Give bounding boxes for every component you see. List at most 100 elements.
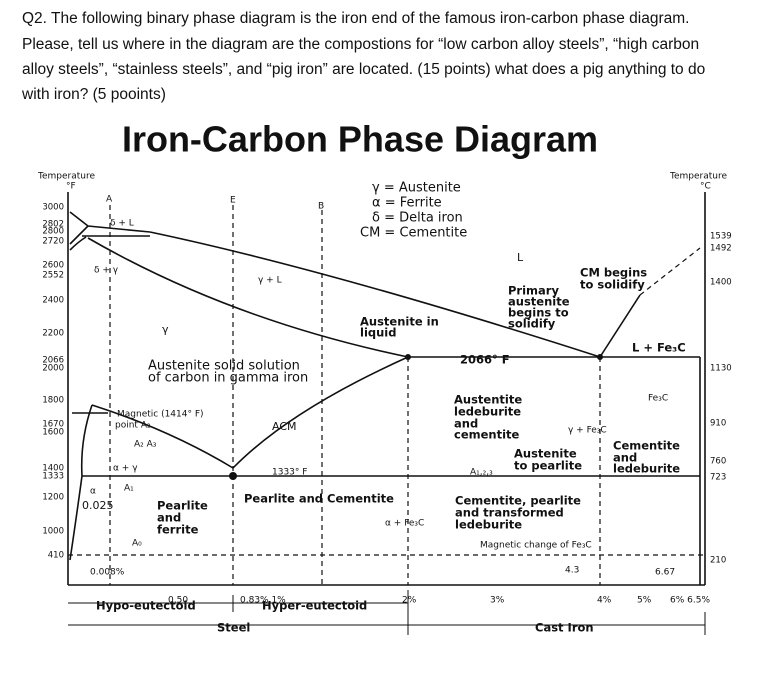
- diagram-label: 6.67: [655, 568, 675, 578]
- diagram-label: of carbon in gamma iron: [148, 371, 308, 386]
- question-line: alloy steels”, “stainless steels”, and “…: [22, 61, 706, 78]
- left-tick-label: 1800: [42, 396, 64, 406]
- diagram-label: and: [454, 417, 478, 431]
- eutectic-point: [597, 354, 603, 360]
- diagram-label: Magnetic (1414° F): [117, 410, 204, 420]
- diagram-label: A: [106, 195, 113, 205]
- right-tick-label: 910: [710, 419, 726, 429]
- diagram-label: γ: [162, 323, 169, 336]
- eutectoid-point: [229, 472, 237, 480]
- diagram-label: and: [613, 451, 637, 465]
- delta-boundary: [69, 225, 89, 245]
- left-tick-label: 2800: [42, 227, 64, 237]
- diagram-label: 0.83% 1%: [240, 596, 286, 606]
- left-tick-label: 1400: [42, 464, 64, 474]
- diagram-label: L: [517, 251, 524, 264]
- diagram-label: point A₂: [115, 421, 151, 431]
- diagram-label: ferrite: [157, 523, 199, 537]
- diagram-label: to pearlite: [514, 459, 582, 473]
- solidus: [87, 237, 409, 358]
- diagram-label: Pearlite: [157, 499, 208, 513]
- right-tick-label: 1492: [710, 244, 732, 254]
- left-tick-label: 2600: [42, 261, 64, 271]
- diagram-label: L + Fe₃C: [632, 341, 686, 355]
- right-tick-label: 723: [710, 473, 726, 483]
- diagram-label: A₂ A₃: [134, 440, 157, 450]
- diagram-label: Austenite: [514, 447, 577, 461]
- diagram-label: Steel: [217, 621, 250, 635]
- diagram-label: begins to: [508, 306, 569, 320]
- liquidus: [149, 231, 601, 358]
- left-tick-label: 3000: [42, 203, 64, 213]
- a3-line: [91, 404, 234, 469]
- diagram-label: ACM: [272, 420, 297, 433]
- diagram-label: 0.50: [168, 596, 188, 606]
- question-line: Q2. The following binary phase diagram i…: [22, 10, 690, 27]
- diagram-label: Temperature: [37, 172, 95, 182]
- question-line: with iron? (5 pooints): [22, 86, 166, 103]
- right-tick-label: 1400: [710, 278, 732, 288]
- diagram-label: and transformed: [455, 506, 564, 520]
- diagram-label: γ = Austenite: [372, 181, 461, 196]
- diagram-label: CM begins: [580, 266, 647, 280]
- right-tick-label: 760: [710, 457, 726, 467]
- left-tick-label: 1333: [42, 472, 64, 482]
- left-tick-label: 2066: [42, 356, 64, 366]
- ferrite-boundary: [69, 404, 93, 561]
- right-tick-label: 210: [710, 556, 726, 566]
- diagram-label: °F: [66, 182, 76, 192]
- diagram-label: A₁: [124, 484, 134, 494]
- diagram-label: to solidify: [580, 278, 645, 292]
- diagram-label: δ + γ: [94, 266, 119, 276]
- diagram-label: 0.008%: [90, 568, 125, 578]
- diagram-label: A₁,₂,₃: [470, 468, 493, 478]
- left-tick-label: 2000: [42, 364, 64, 374]
- diagram-label: 6% 6.5%: [670, 596, 710, 606]
- diagram-label: austenite: [508, 295, 570, 309]
- diagram-label: γ + Fe₃C: [568, 426, 607, 436]
- left-tick-label: 2552: [42, 271, 64, 281]
- diagram-label: Hypo-eutectoid: [96, 599, 196, 613]
- diagram-label: Cementite, pearlite: [455, 494, 581, 508]
- diagram-label: CM = Cementite: [360, 226, 467, 241]
- left-tick-label: 2200: [42, 329, 64, 339]
- diagram-label: 1333° F: [272, 468, 307, 478]
- diagram-label: δ + L: [110, 219, 134, 229]
- diagram-label: 4.3: [565, 566, 579, 576]
- diagram-label: 3%: [490, 596, 505, 606]
- diagram-label: Austenite in: [360, 315, 439, 329]
- left-tick-label: 2802: [42, 220, 64, 230]
- diagram-label: Fe₃C: [648, 394, 668, 404]
- diagram-label: Austentite: [454, 393, 522, 407]
- diagram-label: Cementite: [613, 439, 680, 453]
- diagram-label: Austenite solid solution: [148, 359, 300, 374]
- point: [405, 354, 411, 360]
- diagram-label: E: [230, 196, 236, 206]
- diagram-label: Hyper-eutectoid: [262, 599, 367, 613]
- diagram-label: 2%: [402, 596, 417, 606]
- diagram-label: α: [90, 487, 96, 497]
- diagram-label: 4%: [597, 596, 612, 606]
- diagram-label: and: [157, 511, 181, 525]
- diagram-label: cementite: [454, 428, 520, 442]
- liquidus-dashed: [639, 247, 701, 296]
- left-tick-label: 1600: [42, 428, 64, 438]
- diagram-label: Pearlite and Cementite: [244, 492, 394, 506]
- delta-boundary: [69, 236, 87, 251]
- question-line: Please, tell us where in the diagram are…: [22, 36, 700, 53]
- left-tick-label: 1000: [42, 527, 64, 537]
- diagram-label: Temperature: [669, 172, 727, 182]
- diagram-label: Cast Iron: [535, 621, 594, 635]
- left-tick-label: 2400: [42, 296, 64, 306]
- diagram-label: liquid: [360, 326, 396, 340]
- diagram-title: Iron-Carbon Phase Diagram: [122, 119, 598, 160]
- diagram-label: solidify: [508, 317, 556, 331]
- diagram-label: A₀: [132, 539, 142, 549]
- phase-diagram: Iron-Carbon Phase Diagram: [37, 119, 732, 635]
- left-tick-label: 1670: [42, 420, 64, 430]
- diagram-label: α + γ: [113, 464, 138, 474]
- diagram-label: B: [318, 202, 324, 212]
- diagram-label: ledeburite: [454, 405, 521, 419]
- right-tick-label: 1130: [710, 364, 732, 374]
